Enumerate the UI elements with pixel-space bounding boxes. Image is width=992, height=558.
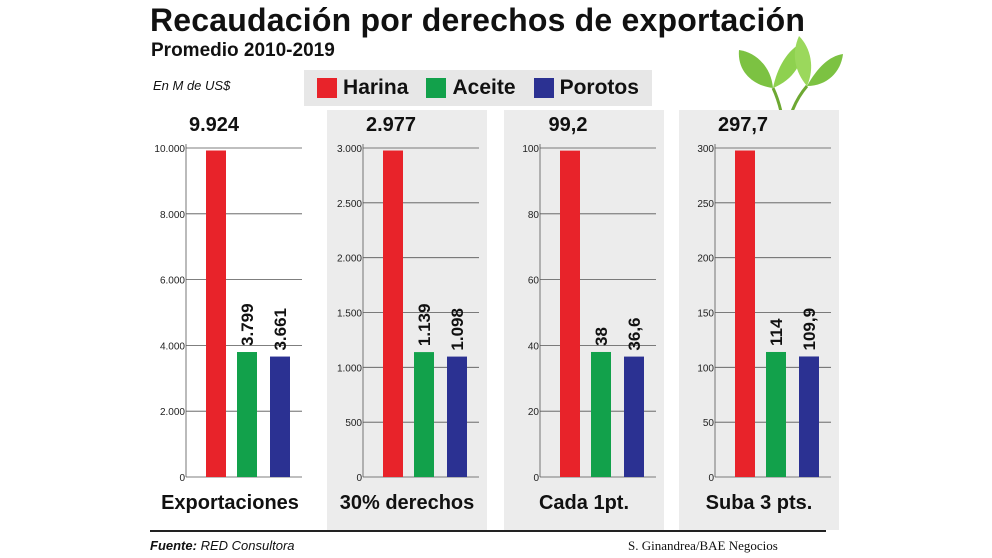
bar-harina bbox=[560, 150, 580, 477]
chart-panel-cada-1pt: 0 20 40 60 80 100 99,2 38 36,6 Cada 1pt. bbox=[504, 110, 664, 530]
y-tick-label: 8.000 bbox=[160, 210, 185, 221]
y-tick-label: 0 bbox=[708, 473, 714, 484]
data-label-porotos: 109,9 bbox=[800, 308, 819, 351]
y-tick-label: 500 bbox=[345, 418, 362, 429]
bar-harina bbox=[383, 150, 403, 477]
y-tick-label: 20 bbox=[528, 407, 540, 418]
legend-label-aceite: Aceite bbox=[452, 76, 516, 99]
y-tick-label: 6.000 bbox=[160, 276, 185, 287]
y-tick-label: 250 bbox=[697, 199, 714, 210]
data-label-aceite: 1.139 bbox=[415, 304, 434, 347]
bar-porotos bbox=[624, 356, 644, 477]
y-tick-label: 3.000 bbox=[337, 144, 362, 155]
data-label-porotos: 3.661 bbox=[271, 308, 290, 351]
panel-label: Exportaciones bbox=[161, 492, 299, 514]
y-tick-label: 150 bbox=[697, 309, 714, 320]
y-tick-label: 80 bbox=[528, 210, 540, 221]
footer-divider bbox=[150, 530, 826, 532]
source-value: RED Consultora bbox=[200, 538, 295, 553]
bar-porotos bbox=[799, 356, 819, 477]
chart-title: Recaudación por derechos de exportación bbox=[150, 2, 806, 38]
panel-label: Cada 1pt. bbox=[539, 492, 629, 514]
y-tick-label: 1.000 bbox=[337, 363, 362, 374]
y-tick-label: 50 bbox=[703, 418, 715, 429]
bar-harina bbox=[735, 150, 755, 477]
bar-harina bbox=[206, 150, 226, 477]
y-tick-label: 0 bbox=[533, 473, 539, 484]
y-tick-label: 2.500 bbox=[337, 199, 362, 210]
data-label-porotos: 36,6 bbox=[625, 317, 644, 350]
data-label-harina: 9.924 bbox=[189, 114, 240, 136]
legend: Harina Aceite Porotos bbox=[304, 70, 652, 106]
bar-aceite bbox=[766, 351, 786, 477]
credit-line: S. Ginandrea/BAE Negocios bbox=[628, 538, 778, 553]
bar-aceite bbox=[237, 352, 257, 477]
y-tick-label: 10.000 bbox=[154, 144, 185, 155]
legend-item-porotos: Porotos bbox=[533, 76, 639, 100]
data-label-aceite: 38 bbox=[592, 327, 611, 346]
legend-label-porotos: Porotos bbox=[559, 76, 639, 99]
chart-svg-30-derechos: 0 500 1.000 1.500 2.000 2.500 3.000 2.977 1.139 1… bbox=[337, 114, 479, 514]
bar-aceite bbox=[414, 352, 434, 477]
y-tick-label: 1.500 bbox=[337, 309, 362, 320]
chart-svg-cada-1pt: 0 20 40 60 80 100 99,2 38 36,6 Cada 1pt. bbox=[522, 114, 656, 514]
data-label-porotos: 1.098 bbox=[448, 308, 467, 351]
legend-swatch-porotos bbox=[533, 78, 554, 98]
legend-swatch-aceite bbox=[426, 78, 447, 98]
legend-item-harina: Harina bbox=[317, 76, 408, 100]
source-line: Fuente: RED Consultora bbox=[150, 538, 295, 553]
data-label-aceite: 114 bbox=[767, 318, 786, 346]
y-tick-label: 200 bbox=[697, 254, 714, 265]
chart-svg-exportaciones: 0 2.000 4.000 6.000 8.000 10.000 9.924 3.799 3.6… bbox=[154, 114, 302, 514]
y-tick-label: 40 bbox=[528, 341, 540, 352]
data-label-harina: 297,7 bbox=[718, 114, 768, 136]
y-tick-label: 2.000 bbox=[160, 407, 185, 418]
data-label-aceite: 3.799 bbox=[238, 303, 257, 346]
legend-item-aceite: Aceite bbox=[426, 76, 516, 100]
y-tick-label: 300 bbox=[697, 144, 714, 155]
chart-subtitle: Promedio 2010-2019 bbox=[151, 40, 335, 61]
bar-aceite bbox=[591, 351, 611, 477]
y-tick-label: 100 bbox=[697, 363, 714, 374]
chart-panel-30-derechos: 0 500 1.000 1.500 2.000 2.500 3.000 2.977 1.139 1… bbox=[327, 110, 487, 530]
data-label-harina: 99,2 bbox=[549, 114, 588, 136]
y-tick-label: 100 bbox=[522, 144, 539, 155]
legend-swatch-harina bbox=[317, 78, 338, 98]
bar-porotos bbox=[270, 356, 290, 477]
unit-label: En M de US$ bbox=[153, 78, 231, 93]
chart-panel-exportaciones: 0 2.000 4.000 6.000 8.000 10.000 9.924 3.799 3.6… bbox=[150, 110, 310, 530]
legend-label-harina: Harina bbox=[343, 76, 409, 99]
chart-svg-suba-3-pts: 0 50 100 150 200 250 300 297,7 114 109,9 Suba 3 pt… bbox=[697, 114, 831, 514]
y-tick-label: 0 bbox=[179, 473, 185, 484]
source-label: Fuente: bbox=[150, 538, 197, 553]
y-tick-label: 4.000 bbox=[160, 341, 185, 352]
y-tick-label: 60 bbox=[528, 276, 540, 287]
data-label-harina: 2.977 bbox=[366, 114, 416, 136]
bar-porotos bbox=[447, 356, 467, 477]
panel-label: Suba 3 pts. bbox=[706, 492, 813, 514]
panel-label: 30% derechos bbox=[340, 492, 475, 514]
chart-panel-suba-3-pts: 0 50 100 150 200 250 300 297,7 114 109,9 Suba 3 pt… bbox=[679, 110, 839, 530]
y-tick-label: 0 bbox=[356, 473, 362, 484]
y-tick-label: 2.000 bbox=[337, 254, 362, 265]
